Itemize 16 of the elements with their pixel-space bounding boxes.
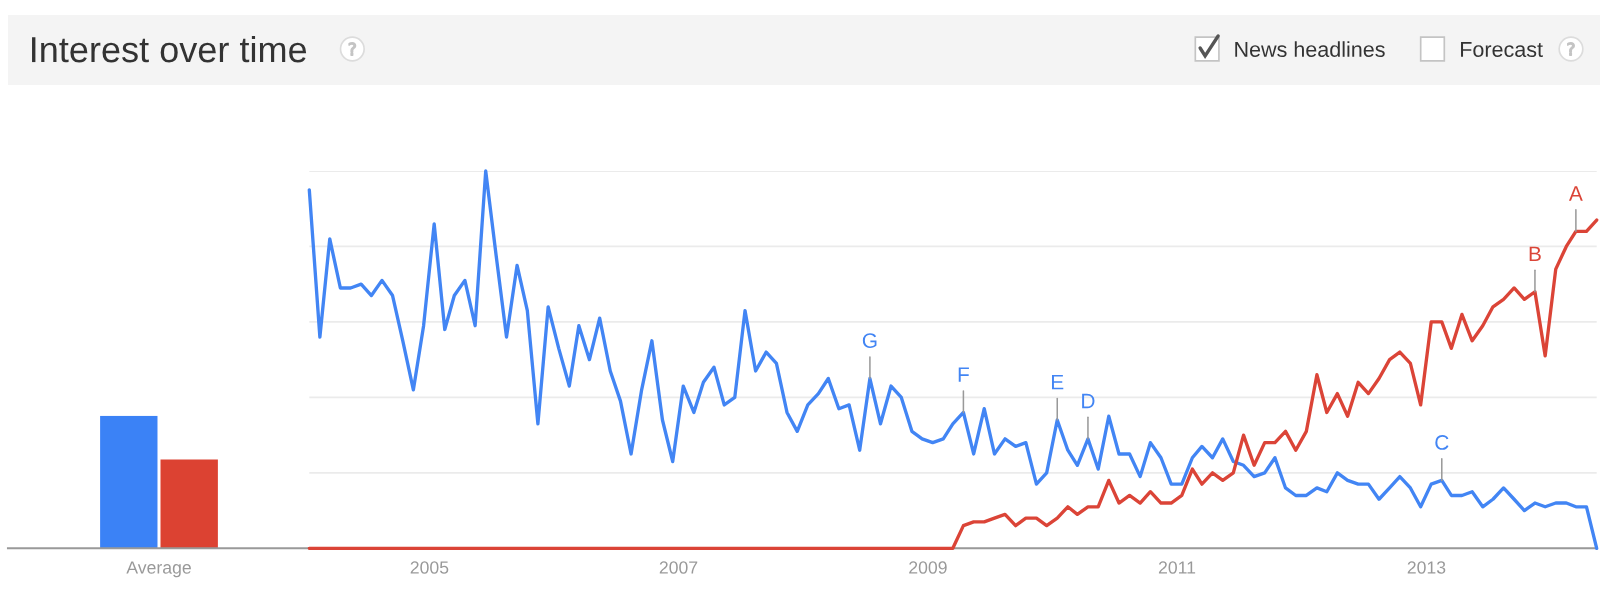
x-tick-label: 2005: [410, 561, 449, 574]
annotation: F: [958, 367, 969, 382]
x-tick-label: Average: [126, 561, 191, 578]
x-tick-label: 2009: [909, 561, 947, 574]
text: News headlines: [1235, 41, 1385, 58]
annotation: E: [1052, 374, 1064, 390]
x-tick-label: 2013: [1407, 561, 1446, 574]
annotation: C: [1435, 435, 1449, 450]
x-tick-label: 2011: [1158, 561, 1196, 574]
text: Forecast: [1461, 41, 1543, 58]
text: Interest over time: [32, 35, 307, 63]
x-tick-label: 2007: [659, 561, 698, 574]
annotation: A: [1568, 186, 1583, 201]
annotation: D: [1082, 393, 1095, 409]
annotation: G: [862, 333, 877, 348]
annotation: B: [1529, 246, 1541, 262]
